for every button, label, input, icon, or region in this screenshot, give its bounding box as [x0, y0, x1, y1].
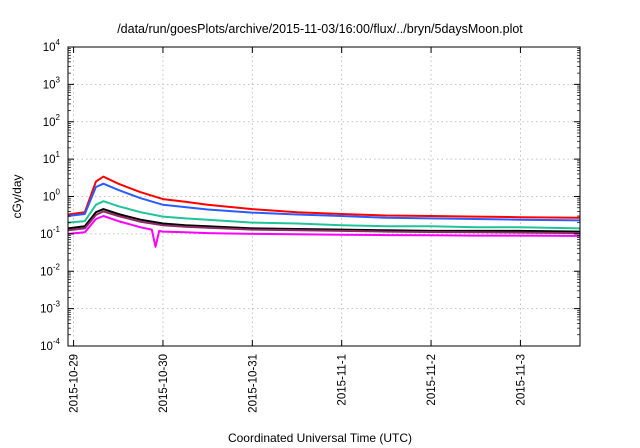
x-axis-label: Coordinated Universal Time (UTC) — [228, 431, 412, 445]
series-line-1 — [67, 175, 581, 219]
series-line-3 — [67, 200, 581, 230]
x-tick-label: 2015-11-1 — [337, 354, 349, 406]
series-line-5 — [67, 210, 581, 235]
grid-lines — [68, 47, 580, 346]
y-tick-label: 104 — [43, 38, 61, 54]
x-tick-label: 2015-11-2 — [426, 354, 438, 406]
axis-ticks: 10-4 10-3 10-2 10-1 100 101 102 103 104 2015-10-2… — [40, 38, 580, 413]
y-tick-label: 103 — [43, 75, 61, 91]
series-line-4 — [67, 208, 581, 233]
y-axis-label: cGy/day — [10, 174, 24, 218]
x-tick-label: 2015-10-31 — [247, 354, 259, 413]
y-tick-label: 101 — [43, 150, 61, 166]
x-tick-label: 2015-11-3 — [515, 354, 527, 406]
chart-title: /data/run/goesPlots/archive/2015-11-03/1… — [117, 22, 523, 36]
x-tick-label: 2015-10-30 — [158, 354, 170, 413]
series-group — [67, 175, 581, 248]
y-tick-label: 10-3 — [40, 300, 60, 316]
y-tick-label: 102 — [43, 113, 61, 129]
y-tick-label: 10-2 — [40, 262, 60, 278]
series-line-2 — [67, 182, 581, 222]
y-tick-label: 10-4 — [40, 337, 60, 353]
y-tick-label: 100 — [43, 188, 61, 204]
x-tick-label: 2015-10-29 — [69, 354, 81, 413]
series-line-6 — [67, 215, 581, 248]
y-tick-label: 10-1 — [40, 225, 60, 241]
